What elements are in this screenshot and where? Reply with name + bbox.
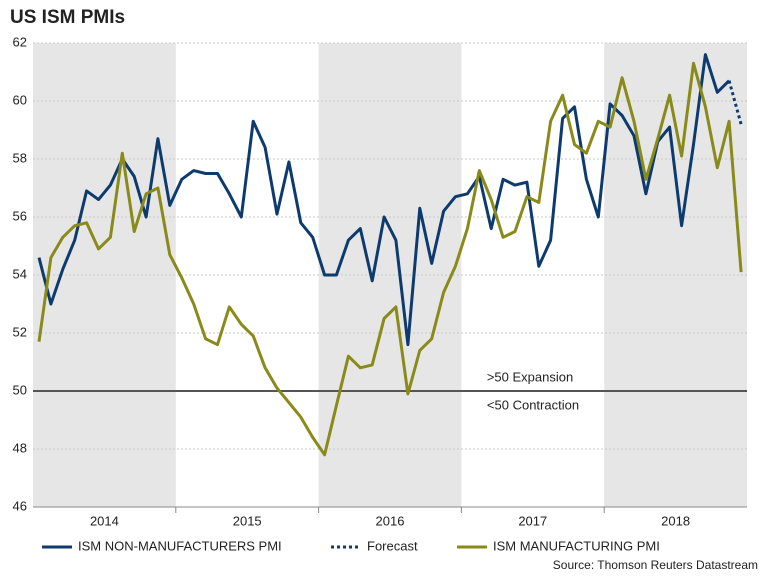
y-tick-label: 60 [13, 92, 27, 107]
y-tick-label: 58 [13, 150, 27, 165]
series-line [727, 80, 743, 125]
y-tick-label: 50 [13, 382, 27, 397]
y-tick-label: 52 [13, 324, 27, 339]
x-tick-label: 2014 [90, 513, 119, 528]
legend-label: Forecast [367, 538, 418, 553]
source: Source: Thomson Reuters Datastream [553, 558, 758, 572]
x-tick-label: 2015 [233, 513, 262, 528]
legend-label: ISM NON-MANUFACTURERS PMI [78, 538, 282, 553]
x-tick-label: 2018 [661, 513, 690, 528]
x-tick-label: 2016 [376, 513, 405, 528]
y-tick-label: 56 [13, 208, 27, 223]
annotation: <50 Contraction [487, 397, 579, 412]
y-tick-label: 48 [13, 440, 27, 455]
y-tick-label: 62 [13, 34, 27, 49]
legend-label: ISM MANUFACTURING PMI [493, 538, 660, 553]
year-band [33, 43, 176, 507]
x-tick-label: 2017 [518, 513, 547, 528]
chart-title: US ISM PMIs [10, 7, 125, 28]
y-tick-label: 54 [13, 266, 27, 281]
series-line [37, 61, 743, 457]
y-tick-label: 46 [13, 498, 27, 513]
annotation: >50 Expansion [487, 369, 573, 384]
